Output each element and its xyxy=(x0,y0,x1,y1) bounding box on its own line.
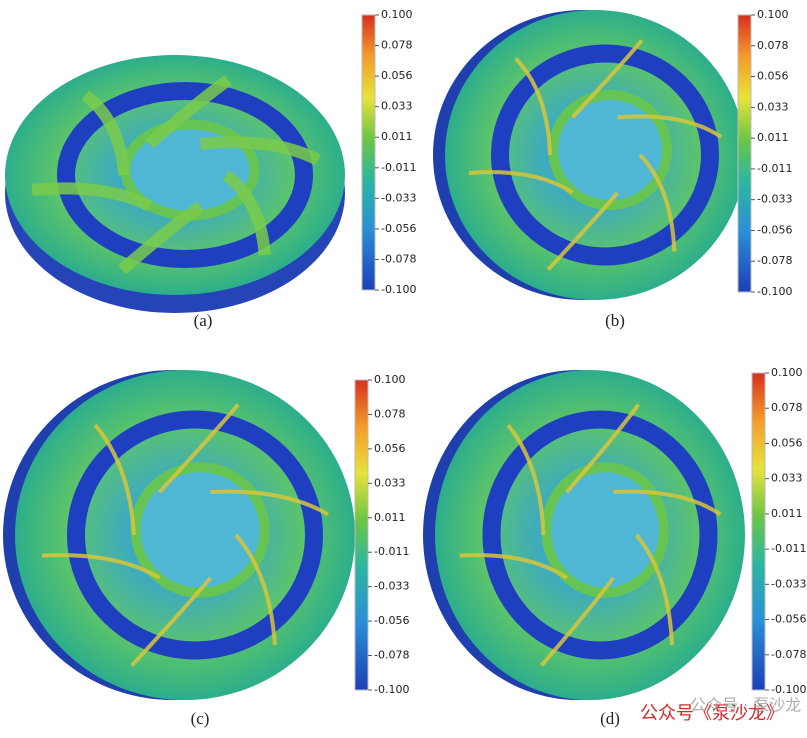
colorbar-tick-label: -0.056 xyxy=(381,222,416,235)
impeller-ring xyxy=(482,410,718,660)
colorbar-tick-label: -0.100 xyxy=(757,285,792,298)
colorbar-tick-label: -0.056 xyxy=(757,223,792,236)
blade xyxy=(93,423,136,536)
colorbar-tick-label: -0.033 xyxy=(771,577,806,590)
colorbar-tick-label: 0.033 xyxy=(757,100,789,113)
blade xyxy=(234,533,277,645)
blade xyxy=(117,201,204,275)
colorbar-tick-label: -0.056 xyxy=(771,613,806,626)
blade xyxy=(514,57,552,156)
colorbar-tick-label: -0.011 xyxy=(771,542,806,555)
panel-label: (a) xyxy=(194,311,213,330)
colorbar-tick-label: -0.078 xyxy=(757,254,792,267)
colorbar-tick-label: 0.056 xyxy=(374,442,406,455)
blade xyxy=(222,170,271,256)
blade xyxy=(158,403,240,494)
colorbar-tick-label: 0.056 xyxy=(757,70,789,83)
colorbar-tick-label: 0.078 xyxy=(374,407,406,420)
colorbar-tick-label: 0.078 xyxy=(771,401,803,414)
blade xyxy=(546,191,620,271)
impeller-eye xyxy=(541,462,669,598)
colorbar-tick-label: 0.056 xyxy=(381,69,413,82)
blade xyxy=(145,75,232,149)
colorbar-tick-label: -0.033 xyxy=(757,193,792,206)
colorbar-tick-label: 0.011 xyxy=(771,507,803,520)
colorbar xyxy=(751,372,766,691)
blade xyxy=(506,423,546,536)
colorbar-tick-label: 0.100 xyxy=(381,8,413,21)
colorbar-tick-label: -0.078 xyxy=(374,649,409,662)
colorbar xyxy=(361,14,376,291)
impeller-ring xyxy=(67,410,323,660)
colorbar-tick-label: -0.100 xyxy=(771,683,806,696)
colorbar xyxy=(737,14,752,293)
colorbar-tick-label: -0.056 xyxy=(374,614,409,627)
colorbar-tick-label: 0.078 xyxy=(757,39,789,52)
colorbar-tick-label: 0.078 xyxy=(381,39,413,52)
colorbar-tick-label: 0.100 xyxy=(757,8,789,21)
impeller-ring xyxy=(491,44,719,266)
colorbar-tick-label: -0.033 xyxy=(381,191,416,204)
panel-label: (b) xyxy=(605,311,625,330)
blade xyxy=(617,114,723,139)
blade xyxy=(613,489,722,517)
blade xyxy=(31,182,153,212)
colorbar-tick-label: -0.033 xyxy=(374,580,409,593)
colorbar-tick-label: -0.078 xyxy=(381,252,416,265)
colorbar-tick-label: -0.011 xyxy=(374,545,409,558)
colorbar-tick-label: -0.100 xyxy=(381,283,416,296)
blade xyxy=(638,153,677,252)
colorbar-tick-label: 0.011 xyxy=(757,131,789,144)
blade xyxy=(459,553,568,580)
colorbar-tick-label: 0.056 xyxy=(771,436,803,449)
watermark-gray: 公众号 · 泵沙龙 xyxy=(690,696,801,715)
blade xyxy=(468,170,574,195)
colorbar xyxy=(354,379,369,691)
blade xyxy=(41,553,161,580)
colorbar-tick-label: -0.078 xyxy=(771,648,806,661)
panel-label: (c) xyxy=(191,709,210,728)
blade xyxy=(565,403,641,494)
colorbar-tick-label: 0.033 xyxy=(374,476,406,489)
blade xyxy=(130,576,213,667)
impeller-ring xyxy=(57,82,313,268)
colorbar-tick-label: 0.100 xyxy=(771,366,803,379)
colorbar-tick-label: -0.011 xyxy=(381,161,416,174)
blade xyxy=(540,576,615,667)
colorbar-tick-label: 0.033 xyxy=(381,100,413,113)
blade xyxy=(210,489,329,517)
colorbar-tick-label: 0.011 xyxy=(374,511,406,524)
colorbar-tick-label: 0.011 xyxy=(381,130,413,143)
colorbar-tick-label: -0.011 xyxy=(757,162,792,175)
colorbar-tick-label: 0.033 xyxy=(771,472,803,485)
colorbar-tick-label: 0.100 xyxy=(374,373,406,386)
blade xyxy=(634,533,674,645)
colorbar-tick-label: -0.100 xyxy=(374,683,409,696)
blade xyxy=(81,90,130,176)
blade xyxy=(571,39,644,119)
panel-label: (d) xyxy=(600,709,620,728)
watermark-red: 公众号《泵沙龙》 xyxy=(640,703,784,724)
impeller-eye xyxy=(548,89,672,211)
blade xyxy=(199,136,321,166)
